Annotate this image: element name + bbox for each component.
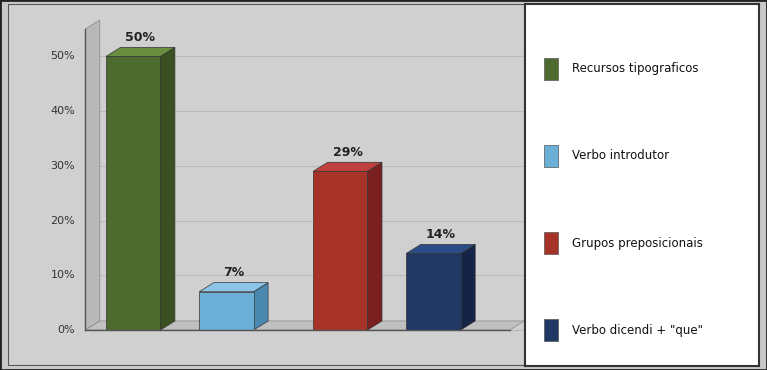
Polygon shape: [199, 283, 268, 292]
Text: Verbo introdutor: Verbo introdutor: [572, 149, 670, 162]
Text: 29%: 29%: [333, 146, 363, 159]
Text: 50%: 50%: [51, 51, 75, 61]
Polygon shape: [461, 244, 476, 330]
Text: 10%: 10%: [51, 270, 75, 280]
Polygon shape: [85, 20, 100, 330]
Bar: [544, 319, 558, 341]
Bar: [313, 171, 367, 330]
Bar: [544, 232, 558, 254]
Polygon shape: [85, 321, 525, 330]
Bar: [106, 57, 160, 330]
Polygon shape: [254, 283, 268, 330]
Text: Grupos preposicionais: Grupos preposicionais: [572, 236, 703, 249]
Text: Recursos tipograficos: Recursos tipograficos: [572, 63, 699, 75]
Bar: [544, 145, 558, 167]
Text: 30%: 30%: [51, 161, 75, 171]
Text: 20%: 20%: [50, 216, 75, 226]
Text: 7%: 7%: [223, 266, 244, 279]
Polygon shape: [367, 162, 382, 330]
Bar: [199, 292, 254, 330]
Text: 40%: 40%: [50, 106, 75, 116]
Text: 14%: 14%: [426, 228, 456, 241]
Text: Verbo dicendi + "que": Verbo dicendi + "que": [572, 323, 703, 337]
Polygon shape: [160, 47, 175, 330]
Bar: [544, 58, 558, 80]
FancyBboxPatch shape: [8, 4, 525, 366]
Polygon shape: [313, 162, 382, 171]
Polygon shape: [407, 244, 476, 253]
Polygon shape: [106, 47, 175, 57]
Text: 50%: 50%: [126, 31, 156, 44]
Text: 0%: 0%: [58, 325, 75, 335]
Bar: [407, 253, 461, 330]
